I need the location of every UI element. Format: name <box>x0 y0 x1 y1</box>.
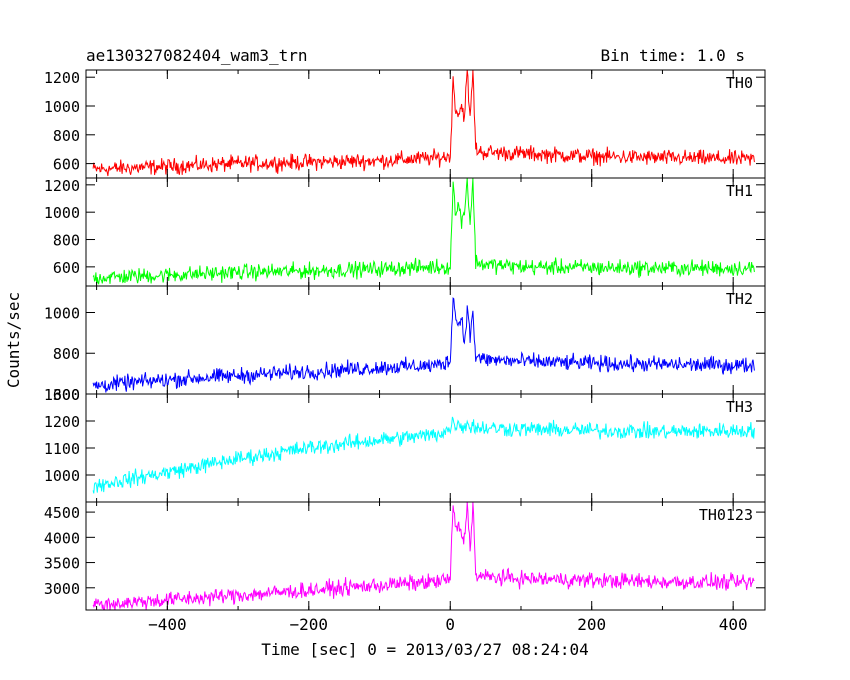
x-tick-label: 400 <box>719 615 748 634</box>
series-th1 <box>92 178 755 285</box>
y-tick-label: 3500 <box>44 555 80 573</box>
panel-label-th1: TH1 <box>726 182 753 200</box>
panel-label-th2: TH2 <box>726 290 753 308</box>
y-tick-label: 600 <box>53 259 80 277</box>
x-axis-label: Time [sec] 0 = 2013/03/27 08:24:04 <box>261 640 589 659</box>
y-tick-label: 3000 <box>44 580 80 598</box>
y-tick-label: 600 <box>53 156 80 174</box>
y-tick-label: 4500 <box>44 504 80 522</box>
y-tick-label: 1000 <box>44 204 80 222</box>
y-tick-label: 800 <box>53 232 80 250</box>
x-tick-label: 0 <box>445 615 455 634</box>
panel-th0: 600 800 1000 1200 TH0 <box>44 69 766 179</box>
y-tick-label: 4000 <box>44 529 80 547</box>
panel-th0123: 3000 3500 4000 4500 TH0123 <box>44 501 766 611</box>
y-tick-label: 1200 <box>44 177 80 195</box>
panel-th1: 600 800 1000 1200 TH1 <box>44 177 766 287</box>
x-tick-label: −200 <box>290 615 329 634</box>
y-tick-label: 1000 <box>44 304 80 322</box>
x-tick-label: 200 <box>577 615 606 634</box>
series-th0 <box>92 70 755 177</box>
x-tick-label: −400 <box>148 615 187 634</box>
panel-label-th0123: TH0123 <box>699 506 753 524</box>
panel-frame <box>85 177 766 287</box>
y-tick-label: 1000 <box>44 98 80 116</box>
panel-th2: 600 800 1000 TH2 <box>44 285 766 404</box>
y-tick-label: 1200 <box>44 413 80 431</box>
series-th2 <box>92 297 755 393</box>
y-tick-label: 1000 <box>44 467 80 485</box>
y-tick-label: 1200 <box>44 69 80 87</box>
panel-label-th0: TH0 <box>726 74 753 92</box>
panel-th3: 1000 1100 1200 1300 TH3 <box>44 386 766 503</box>
panels-group: 600 800 1000 1200 TH0 600 800 1000 1200 TH1 600 800… <box>44 69 766 611</box>
y-axis-label: Counts/sec <box>4 292 23 388</box>
panel-label-th3: TH3 <box>726 398 753 416</box>
panel-frame <box>85 69 766 179</box>
y-tick-label: 600 <box>53 386 80 404</box>
panel-frame <box>85 501 766 611</box>
panel-frame <box>85 393 766 503</box>
y-tick-label: 1300 <box>44 386 80 404</box>
figure-title: ae130327082404_wam3_trn <box>86 46 308 65</box>
bin-time-label: Bin time: 1.0 s <box>601 46 746 65</box>
series-th3 <box>92 416 755 494</box>
y-tick-label: 800 <box>53 345 80 363</box>
x-tick-labels: −400 −200 0 200 400 <box>148 615 748 634</box>
y-tick-label: 1100 <box>44 440 80 458</box>
series-th0123 <box>92 502 755 610</box>
y-tick-label: 800 <box>53 127 80 145</box>
